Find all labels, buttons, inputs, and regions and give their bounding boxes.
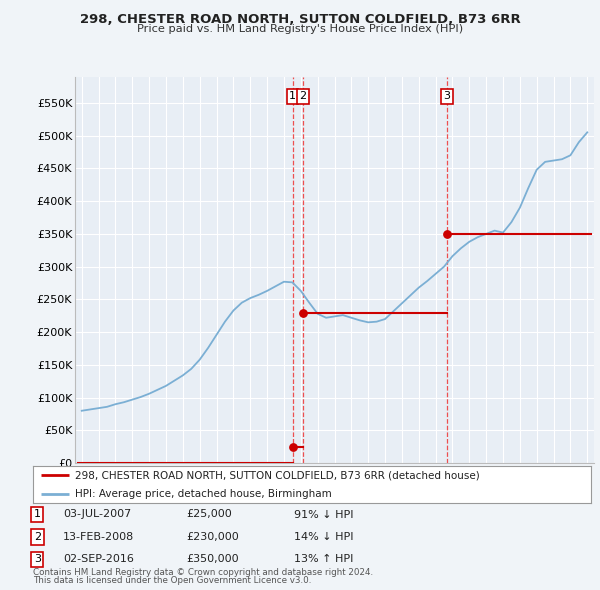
Text: This data is licensed under the Open Government Licence v3.0.: This data is licensed under the Open Gov… (33, 576, 311, 585)
Point (298, 308, 308, 317)
Text: 91% ↓ HPI: 91% ↓ HPI (294, 510, 353, 519)
Text: 3: 3 (34, 555, 41, 564)
Text: HPI: Average price, detached house, Birmingham: HPI: Average price, detached house, Birm… (75, 489, 332, 499)
Text: 14% ↓ HPI: 14% ↓ HPI (294, 532, 353, 542)
Text: 2: 2 (34, 532, 41, 542)
Text: 1: 1 (289, 91, 296, 101)
Text: Price paid vs. HM Land Registry's House Price Index (HPI): Price paid vs. HM Land Registry's House … (137, 24, 463, 34)
Text: 03-JUL-2007: 03-JUL-2007 (63, 510, 131, 519)
Point (442, 229, 452, 238)
Text: £230,000: £230,000 (186, 532, 239, 542)
Text: 298, CHESTER ROAD NORTH, SUTTON COLDFIELD, B73 6RR (detached house): 298, CHESTER ROAD NORTH, SUTTON COLDFIEL… (75, 470, 479, 480)
Text: 02-SEP-2016: 02-SEP-2016 (63, 555, 134, 564)
Text: 2: 2 (299, 91, 307, 101)
Text: £350,000: £350,000 (186, 555, 239, 564)
Text: 298, CHESTER ROAD NORTH, SUTTON COLDFIELD, B73 6RR: 298, CHESTER ROAD NORTH, SUTTON COLDFIEL… (80, 13, 520, 26)
Text: Contains HM Land Registry data © Crown copyright and database right 2024.: Contains HM Land Registry data © Crown c… (33, 568, 373, 577)
Text: 3: 3 (443, 91, 451, 101)
Text: 13% ↑ HPI: 13% ↑ HPI (294, 555, 353, 564)
Point (288, 442, 298, 451)
Text: 13-FEB-2008: 13-FEB-2008 (63, 532, 134, 542)
Text: 1: 1 (34, 510, 41, 519)
Text: £25,000: £25,000 (186, 510, 232, 519)
